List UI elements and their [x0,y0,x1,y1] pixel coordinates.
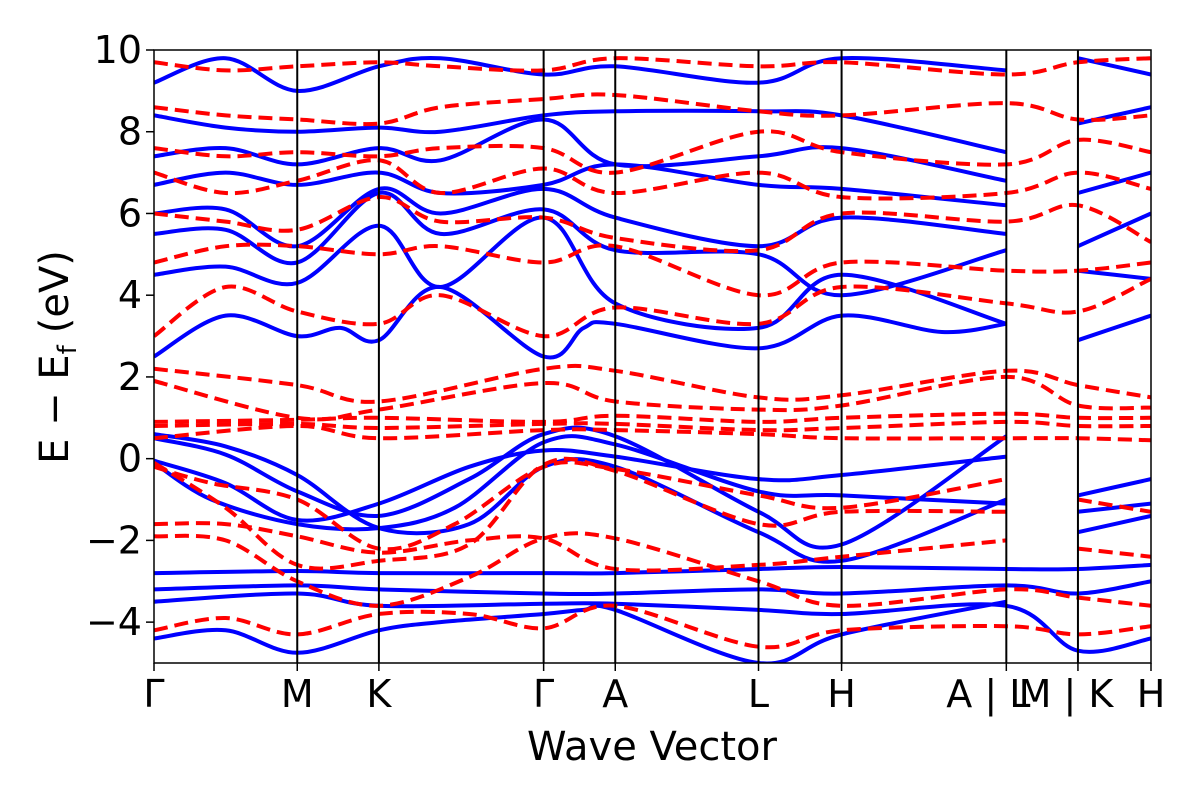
y-tick-label: 6 [118,191,142,235]
y-tick-label: −4 [86,600,142,644]
x-tick-label: M | K [1019,672,1115,717]
spin-up-band-10 [1077,513,1151,535]
spin-up-band-20 [1077,268,1151,281]
spin-up-band-24 [1077,56,1151,77]
spin-down-band-6 [1077,546,1151,559]
spin-up-band-14 [154,186,1007,249]
spin-up-band-16 [154,117,1007,183]
spin-down-band-11 [154,423,1151,443]
y-tick-label: 8 [118,110,142,154]
x-tick-label: M [281,672,314,716]
spin-down-band-9 [154,411,1151,424]
svg-text:E − Ef(eV): E − Ef (eV) [32,250,83,464]
x-tick-label: Γ [143,672,164,716]
spin-down-band-14 [154,195,1151,254]
y-axis-label-unit: (eV) [32,250,78,333]
spin-down-band-12 [154,277,1151,339]
spin-up-band-0 [154,599,1007,663]
spin-up-band-3 [154,562,1151,576]
spin-down-band-7 [154,363,1151,404]
spin-up-band-5 [154,448,1007,523]
y-tick-label: 4 [118,273,142,317]
spin-down-band-13 [154,242,1151,298]
spin-up-band-15 [154,162,1007,208]
spin-down-band-4 [154,456,1007,571]
spin-up-band-8 [1077,477,1151,498]
k-point-lines [296,50,1079,663]
x-tick-label: Γ [533,672,554,716]
spin-down-band-18 [154,56,1151,77]
spin-up-band-18 [154,55,1007,93]
spin-up-band-17 [154,108,1007,155]
spin-up-band-9 [1077,501,1151,514]
spin-down-band-5 [1077,497,1151,514]
y-axis-label-subscript: f [53,344,83,354]
y-axis-label-main: E − E [32,354,78,464]
spin-down-band-17 [154,92,1151,127]
y-tick-label: 0 [118,437,142,481]
spin-up-band-6 [154,425,1008,550]
x-tick-label: H [1137,672,1166,716]
y-tick-label: 2 [118,355,142,399]
x-tick-label: L [748,672,769,716]
x-tick-label: A | L [946,672,1030,717]
spin-up-band-23 [1077,105,1151,126]
y-tick-label: −2 [86,518,142,562]
x-ticks: Γ M K Γ A L H A | LM | K H [143,663,1165,717]
spin-up-band-21 [1077,211,1151,249]
x-tick-label: K [366,672,392,716]
spin-down-band-3 [154,460,1007,552]
y-tick-label: 10 [94,28,142,72]
spin-up-band-12 [154,215,1007,332]
spin-up-band-22 [1077,170,1151,195]
x-tick-label: H [827,672,856,716]
spin-down-band-10 [154,419,1151,433]
x-tick-label: A [602,672,628,716]
spin-up-band-19 [1077,313,1151,343]
y-axis-label: E − Ef (eV) [32,250,83,464]
x-axis-label: Wave Vector [527,724,778,770]
spin-up-band-2 [154,579,1151,597]
spin-down-band-2 [154,521,1007,573]
plot-frame [153,49,1152,664]
bands-layer [154,55,1151,663]
y-ticks: −4 −2 0 2 4 6 8 10 [86,28,154,644]
